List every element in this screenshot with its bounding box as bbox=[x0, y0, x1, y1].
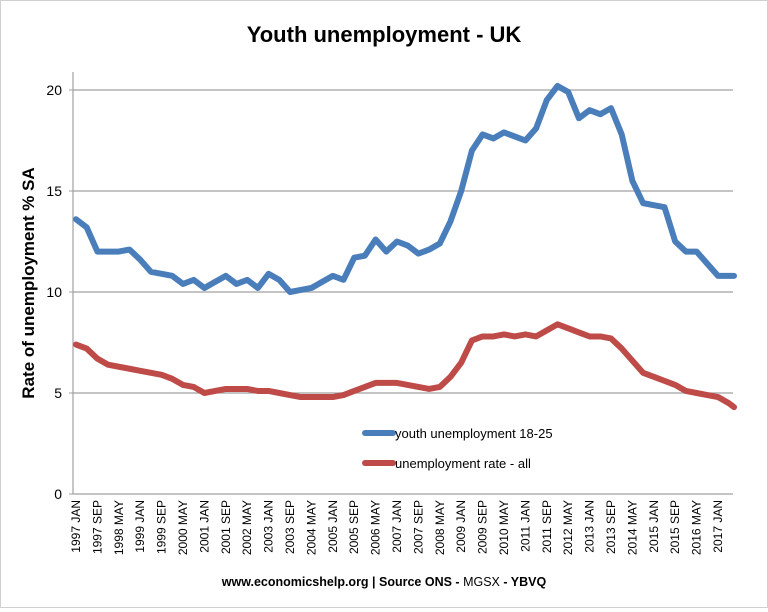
x-tick-label: 2013 SEP bbox=[604, 500, 618, 554]
y-tick-label: 0 bbox=[54, 486, 62, 502]
x-tick-label: 2009 JAN bbox=[454, 500, 468, 553]
x-tick-label: 2017 JAN bbox=[711, 500, 725, 553]
chart-title: Youth unemployment - UK bbox=[247, 22, 522, 47]
x-tick-label: 2009 SEP bbox=[476, 500, 490, 554]
x-tick-label: 2011 JAN bbox=[518, 500, 532, 552]
x-tick-label: 2001 JAN bbox=[197, 500, 211, 553]
x-tick-label: 2001 SEP bbox=[219, 500, 233, 554]
series-line-youth bbox=[73, 82, 738, 295]
x-tick-label: 2003 JAN bbox=[262, 500, 276, 553]
x-tick-label: 2006 MAY bbox=[369, 500, 383, 555]
x-tick-label: 2008 MAY bbox=[433, 500, 447, 555]
x-tick-label: 2002 MAY bbox=[240, 500, 254, 555]
x-tick-label: 2015 SEP bbox=[668, 500, 682, 554]
footer-bold-2: - YBVQ bbox=[503, 575, 546, 589]
x-tick-label: 2012 MAY bbox=[561, 500, 575, 555]
x-tick-label: 2000 MAY bbox=[176, 500, 190, 555]
x-tick-label: 2016 MAY bbox=[690, 500, 704, 555]
x-tick-label: 2011 SEP bbox=[540, 500, 554, 553]
x-tick-label: 2014 MAY bbox=[625, 500, 639, 555]
x-tick-label: 2015 JAN bbox=[647, 500, 661, 553]
x-tick-label: 2005 SEP bbox=[347, 500, 361, 554]
x-tick-label: 2005 JAN bbox=[326, 500, 340, 553]
y-tick-label: 5 bbox=[54, 385, 62, 401]
x-tick-label: 2013 JAN bbox=[583, 500, 597, 553]
x-tick-label: 1997 SEP bbox=[90, 500, 104, 554]
y-tick-label: 10 bbox=[46, 284, 62, 300]
y-axis-label: Rate of unemployment % SA bbox=[19, 167, 38, 398]
x-tick-label: 1999 SEP bbox=[155, 500, 169, 554]
x-tick-label: 2003 SEP bbox=[283, 500, 297, 554]
y-tick-label: 20 bbox=[46, 82, 62, 98]
x-tick-label: 2007 SEP bbox=[411, 500, 425, 554]
x-tick-label: 2004 MAY bbox=[304, 500, 318, 555]
series-line-all bbox=[73, 321, 738, 411]
y-tick-label: 15 bbox=[46, 183, 62, 199]
footer-plain: MGSX bbox=[463, 575, 503, 589]
legend: youth unemployment 18-25 unemployment ra… bbox=[362, 426, 553, 471]
x-tick-label: 2007 JAN bbox=[390, 500, 404, 553]
legend-label-youth: youth unemployment 18-25 bbox=[395, 426, 553, 441]
legend-label-all: unemployment rate - all bbox=[395, 456, 531, 471]
x-tick-label: 1999 JAN bbox=[133, 500, 147, 553]
x-tick-label: 1997 JAN bbox=[69, 500, 83, 553]
footer-bold-1: www.economicshelp.org | Source ONS - bbox=[221, 575, 463, 589]
footer-source: www.economicshelp.org | Source ONS - MGS… bbox=[221, 575, 547, 589]
x-tick-label: 1998 MAY bbox=[112, 500, 126, 555]
x-tick-label: 2010 MAY bbox=[497, 500, 511, 555]
